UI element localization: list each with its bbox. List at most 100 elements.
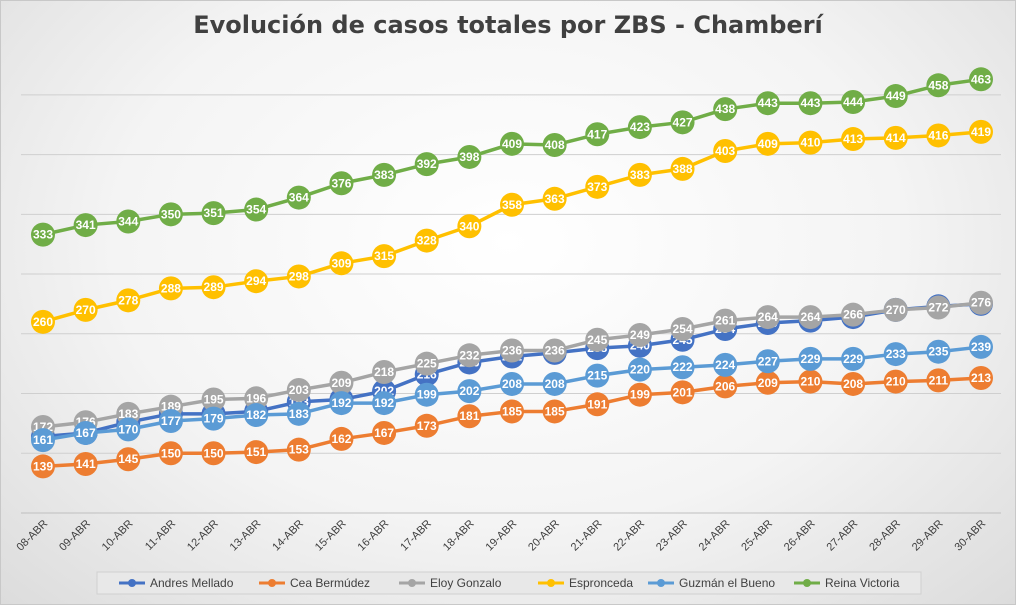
data-label: 177 bbox=[161, 414, 181, 428]
data-label: 427 bbox=[673, 115, 693, 129]
data-point bbox=[329, 426, 354, 451]
data-point bbox=[201, 406, 226, 431]
data-label: 444 bbox=[843, 95, 863, 109]
data-label: 261 bbox=[715, 314, 735, 328]
data-label: 209 bbox=[331, 376, 351, 390]
data-point bbox=[457, 214, 482, 239]
data-point bbox=[500, 399, 524, 424]
series-line bbox=[42, 130, 982, 324]
data-label: 199 bbox=[630, 388, 650, 402]
data-point bbox=[883, 84, 908, 109]
data-label: 206 bbox=[715, 379, 735, 393]
data-label: 229 bbox=[800, 352, 820, 366]
data-label: 222 bbox=[673, 360, 693, 374]
data-point bbox=[542, 133, 567, 158]
data-point bbox=[926, 123, 951, 148]
x-axis: 08-ABR 09-ABR 10-ABR 11-ABR 12-ABR 13-ABR 14-A… bbox=[14, 518, 988, 554]
x-tick-label: 23-ABR bbox=[654, 518, 690, 554]
legend-label: Andres Mellado bbox=[150, 576, 234, 590]
x-tick-label: 18-ABR bbox=[441, 518, 477, 554]
x-tick-label: 14-ABR bbox=[270, 518, 306, 554]
data-label: 151 bbox=[246, 445, 266, 459]
x-tick-label: 26-ABR bbox=[782, 518, 818, 554]
data-point bbox=[755, 131, 780, 156]
data-point bbox=[244, 386, 269, 411]
legend-label: Espronceda bbox=[569, 576, 633, 590]
data-point bbox=[414, 351, 439, 376]
data-label: 227 bbox=[758, 354, 778, 368]
data-label: 185 bbox=[502, 404, 522, 418]
data-point bbox=[542, 399, 567, 424]
data-label: 209 bbox=[758, 376, 778, 390]
data-label: 192 bbox=[331, 396, 351, 410]
x-tick-label: 11-ABR bbox=[143, 518, 178, 553]
data-label: 229 bbox=[843, 352, 863, 366]
data-point bbox=[755, 349, 780, 374]
data-label: 170 bbox=[118, 422, 138, 436]
data-point bbox=[329, 251, 354, 276]
data-label: 208 bbox=[545, 377, 565, 391]
x-tick-label: 10-ABR bbox=[100, 518, 136, 554]
data-point bbox=[926, 73, 951, 98]
legend-box bbox=[96, 571, 922, 595]
legend-item: Cea Bermúdez bbox=[259, 576, 370, 590]
data-point bbox=[457, 144, 482, 169]
data-label: 270 bbox=[886, 303, 906, 317]
data-point bbox=[158, 441, 183, 466]
data-label: 225 bbox=[417, 357, 437, 371]
data-point bbox=[585, 174, 610, 199]
data-label: 208 bbox=[843, 377, 863, 391]
data-label: 409 bbox=[758, 137, 778, 151]
data-point bbox=[585, 122, 610, 147]
data-label: 403 bbox=[715, 144, 735, 158]
data-label: 224 bbox=[715, 358, 735, 372]
data-label: 288 bbox=[161, 281, 181, 295]
data-point bbox=[116, 417, 141, 442]
data-label: 410 bbox=[800, 136, 820, 150]
data-point bbox=[31, 454, 55, 479]
data-label: 191 bbox=[587, 397, 607, 411]
data-label: 309 bbox=[331, 256, 351, 270]
data-point bbox=[372, 420, 397, 445]
series: 333 341 344 350 351 354 364 376 383 392 398 409 408 4… bbox=[31, 67, 993, 247]
data-label: 232 bbox=[459, 348, 479, 362]
legend-label: Guzmán el Bueno bbox=[679, 576, 775, 590]
data-label: 220 bbox=[630, 363, 650, 377]
x-tick-label: 19-ABR bbox=[483, 518, 519, 554]
x-tick-label: 13-ABR bbox=[228, 518, 264, 554]
data-label: 438 bbox=[715, 102, 735, 116]
data-label: 210 bbox=[800, 375, 820, 389]
data-label: 398 bbox=[459, 150, 479, 164]
data-label: 153 bbox=[289, 443, 309, 457]
data-label: 208 bbox=[502, 377, 522, 391]
data-point bbox=[585, 363, 610, 388]
legend-label: Reina Victoria bbox=[825, 576, 900, 590]
data-point bbox=[798, 346, 823, 371]
data-label: 363 bbox=[545, 192, 565, 206]
data-label: 199 bbox=[417, 388, 437, 402]
legend-marker bbox=[803, 579, 811, 587]
data-point bbox=[372, 244, 397, 269]
x-tick-label: 22-ABR bbox=[611, 518, 647, 554]
data-label: 328 bbox=[417, 234, 437, 248]
data-label: 239 bbox=[971, 340, 991, 354]
series-group: 1641671761831831851931952022162262312342… bbox=[31, 67, 993, 479]
data-point bbox=[883, 297, 908, 322]
data-point bbox=[500, 192, 524, 217]
data-label: 333 bbox=[33, 228, 53, 242]
data-point bbox=[457, 404, 482, 429]
legend-item: Andres Mellado bbox=[119, 576, 234, 590]
data-point bbox=[841, 371, 866, 396]
data-point bbox=[244, 440, 269, 465]
data-label: 245 bbox=[587, 333, 607, 347]
data-label: 150 bbox=[204, 446, 224, 460]
data-label: 270 bbox=[76, 303, 96, 317]
x-tick-label: 09-ABR bbox=[57, 518, 93, 554]
data-label: 236 bbox=[545, 344, 565, 358]
data-label: 145 bbox=[118, 452, 138, 466]
data-point bbox=[158, 276, 183, 301]
data-point bbox=[500, 371, 524, 396]
x-tick-label: 16-ABR bbox=[356, 518, 392, 554]
data-point bbox=[414, 228, 439, 253]
x-tick-label: 29-ABR bbox=[910, 518, 946, 554]
